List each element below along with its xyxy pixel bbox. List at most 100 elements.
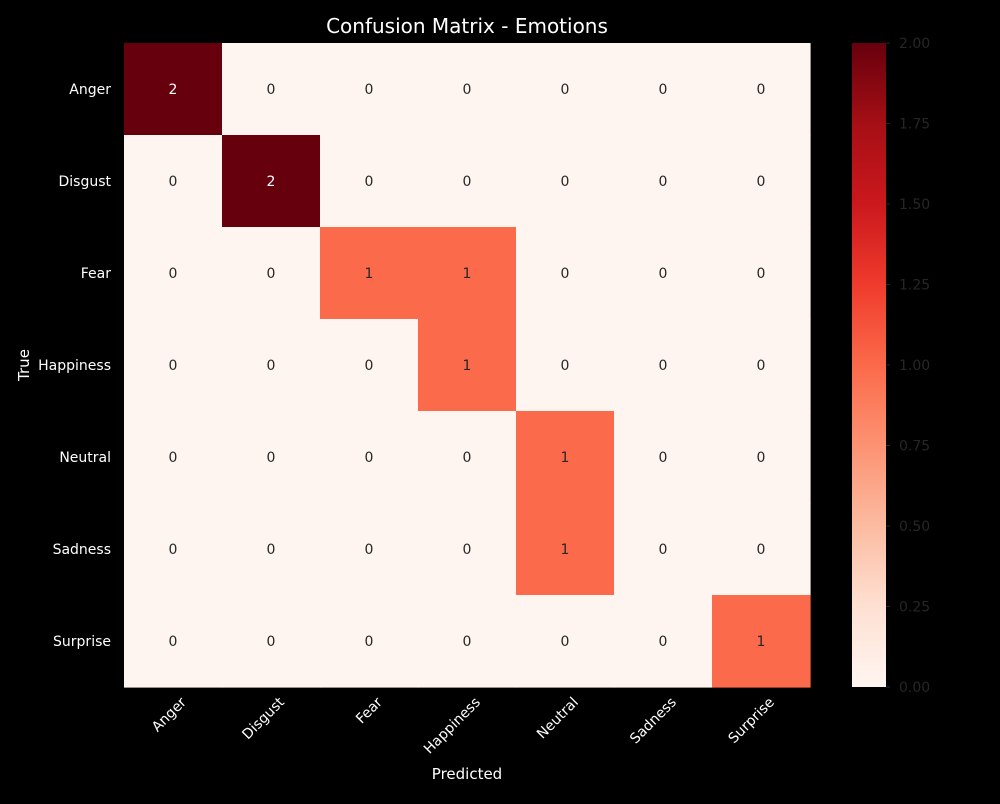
cell-value-label-4-6: 0 bbox=[757, 450, 766, 466]
heatmap-cell-3-1 bbox=[222, 319, 321, 412]
y-axis-tick-labels: Anger Disgust Fear Happiness Neutral Sadness S… bbox=[38, 82, 111, 650]
cell-value-label-2-6: 0 bbox=[757, 266, 766, 282]
heatmap-cell-5-0 bbox=[124, 503, 223, 596]
cell-value-label-3-4: 0 bbox=[561, 358, 570, 374]
heatmap-cell-2-2 bbox=[320, 227, 419, 320]
cell-value-label-3-3: 1 bbox=[463, 358, 472, 374]
x-axis-label: Predicted bbox=[432, 765, 502, 783]
heatmap-cell-1-0 bbox=[124, 135, 223, 228]
heatmap-cell-1-2 bbox=[320, 135, 419, 228]
chart-title: Confusion Matrix - Emotions bbox=[326, 14, 608, 38]
heatmap-cell-0-2 bbox=[320, 43, 419, 136]
heatmap-cell-1-1 bbox=[222, 135, 321, 228]
cell-value-label-6-3: 0 bbox=[463, 634, 472, 650]
colorbar-tick-label: 1.75 bbox=[899, 117, 930, 133]
cell-value-label-1-2: 0 bbox=[365, 174, 374, 190]
heatmap-cell-2-1 bbox=[222, 227, 321, 320]
cell-value-label-5-5: 0 bbox=[659, 542, 668, 558]
cell-value-label-5-1: 0 bbox=[267, 542, 276, 558]
cell-value-label-2-5: 0 bbox=[659, 266, 668, 282]
cell-value-label-5-3: 0 bbox=[463, 542, 472, 558]
colorbar-tick-label: 1.00 bbox=[899, 358, 930, 374]
heatmap-cell-0-0 bbox=[124, 43, 223, 136]
y-tick-label: Surprise bbox=[53, 634, 111, 650]
cell-value-label-3-6: 0 bbox=[757, 358, 766, 374]
colorbar-tick-labels: 0.00 0.25 0.50 0.75 1.00 1.25 1.50 1.75 2.00 bbox=[886, 36, 930, 696]
cell-value-label-1-1: 2 bbox=[267, 174, 276, 190]
cell-value-label-6-1: 0 bbox=[267, 634, 276, 650]
heatmap-cell-5-4 bbox=[516, 503, 615, 596]
cell-value-label-6-4: 0 bbox=[561, 634, 570, 650]
cell-value-label-4-3: 0 bbox=[463, 450, 472, 466]
heatmap-cell-4-2 bbox=[320, 411, 419, 504]
heatmap-cell-2-6 bbox=[712, 227, 811, 320]
heatmap-cell-5-6 bbox=[712, 503, 811, 596]
cell-value-label-5-2: 0 bbox=[365, 542, 374, 558]
cell-value-label-1-6: 0 bbox=[757, 174, 766, 190]
heatmap-cell-5-5 bbox=[614, 503, 713, 596]
cell-value-label-4-0: 0 bbox=[169, 450, 178, 466]
heatmap-cell-2-4 bbox=[516, 227, 615, 320]
heatmap-cell-6-3 bbox=[418, 595, 517, 688]
heatmap-cell-1-6 bbox=[712, 135, 811, 228]
heatmap-cell-3-0 bbox=[124, 319, 223, 412]
cell-value-label-4-1: 0 bbox=[267, 450, 276, 466]
heatmap-cell-6-5 bbox=[614, 595, 713, 688]
cell-value-label-1-0: 0 bbox=[169, 174, 178, 190]
heatmap-cell-4-3 bbox=[418, 411, 517, 504]
heatmap-cell-4-6 bbox=[712, 411, 811, 504]
heatmap-cell-5-2 bbox=[320, 503, 419, 596]
heatmap-cell-5-3 bbox=[418, 503, 517, 596]
colorbar-tick-label: 0.50 bbox=[899, 519, 930, 535]
y-tick-label: Disgust bbox=[58, 174, 111, 190]
cell-value-label-4-5: 0 bbox=[659, 450, 668, 466]
cell-value-label-2-2: 1 bbox=[365, 266, 374, 282]
heatmap-cell-4-1 bbox=[222, 411, 321, 504]
heatmap-cell-2-0 bbox=[124, 227, 223, 320]
cell-value-label-6-6: 1 bbox=[757, 634, 766, 650]
heatmap-cell-2-5 bbox=[614, 227, 713, 320]
heatmap-cell-0-6 bbox=[712, 43, 811, 136]
colorbar-tick-label: 2.00 bbox=[899, 36, 930, 52]
heatmap-cell-5-1 bbox=[222, 503, 321, 596]
y-tick-label: Neutral bbox=[59, 450, 111, 466]
heatmap-cell-0-3 bbox=[418, 43, 517, 136]
colorbar-tick-label: 0.75 bbox=[899, 439, 930, 455]
cell-value-label-0-2: 0 bbox=[365, 82, 374, 98]
cell-value-label-0-1: 0 bbox=[267, 82, 276, 98]
colorbar-tick-label: 1.50 bbox=[899, 197, 930, 213]
y-tick-label: Sadness bbox=[53, 542, 111, 558]
heatmap-cell-3-2 bbox=[320, 319, 419, 412]
heatmap-cell-2-3 bbox=[418, 227, 517, 320]
cell-value-label-2-3: 1 bbox=[463, 266, 472, 282]
cell-value-label-6-5: 0 bbox=[659, 634, 668, 650]
heatmap-cell-6-2 bbox=[320, 595, 419, 688]
cell-value-label-5-4: 1 bbox=[561, 542, 570, 558]
heatmap-cell-1-4 bbox=[516, 135, 615, 228]
cell-value-label-0-3: 0 bbox=[463, 82, 472, 98]
cell-value-label-6-0: 0 bbox=[169, 634, 178, 650]
heatmap-cell-6-4 bbox=[516, 595, 615, 688]
cell-value-label-3-5: 0 bbox=[659, 358, 668, 374]
colorbar-tick-label: 0.25 bbox=[899, 600, 930, 616]
heatmap-cells bbox=[124, 43, 811, 688]
heatmap-cell-4-5 bbox=[614, 411, 713, 504]
heatmap-cell-3-4 bbox=[516, 319, 615, 412]
heatmap-cell-6-6 bbox=[712, 595, 811, 688]
heatmap-cell-6-0 bbox=[124, 595, 223, 688]
y-tick-label: Anger bbox=[69, 82, 111, 98]
heatmap-cell-6-1 bbox=[222, 595, 321, 688]
heatmap-cell-1-3 bbox=[418, 135, 517, 228]
cell-value-label-3-1: 0 bbox=[267, 358, 276, 374]
heatmap-cell-0-1 bbox=[222, 43, 321, 136]
cell-value-label-3-2: 0 bbox=[365, 358, 374, 374]
cell-value-label-0-0: 2 bbox=[169, 82, 178, 98]
cell-value-label-1-4: 0 bbox=[561, 174, 570, 190]
colorbar-tick-label: 0.00 bbox=[899, 680, 930, 696]
heatmap-cell-0-4 bbox=[516, 43, 615, 136]
heatmap-cell-1-5 bbox=[614, 135, 713, 228]
heatmap-cell-0-5 bbox=[614, 43, 713, 136]
heatmap-cell-4-4 bbox=[516, 411, 615, 504]
